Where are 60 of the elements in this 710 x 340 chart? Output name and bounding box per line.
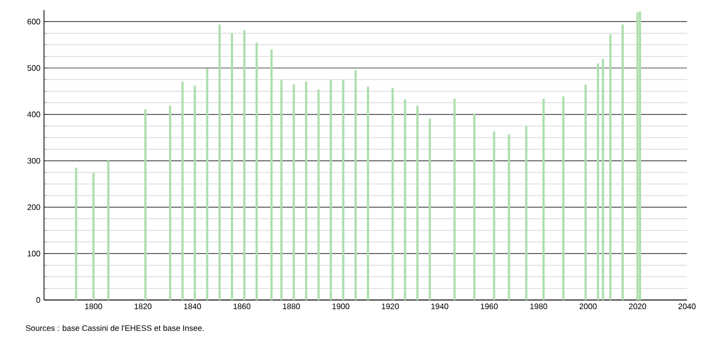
bar: [596, 63, 600, 300]
bar: [92, 172, 95, 300]
bar: [181, 81, 184, 300]
source-note: Sources : base Cassini de l'EHESS et base Insee.: [26, 325, 204, 331]
x-tick-label: 2040: [678, 304, 696, 310]
y-tick-label: 300: [27, 158, 40, 164]
bar: [542, 98, 545, 300]
y-tick-label: 600: [28, 18, 40, 24]
bar: [473, 113, 476, 300]
bar: [416, 106, 419, 300]
bar: [636, 12, 639, 300]
bar: [243, 30, 246, 300]
bar: [75, 168, 78, 300]
bar: [354, 70, 357, 300]
bar: [404, 100, 406, 300]
bar: [330, 80, 332, 300]
bar: [270, 49, 273, 300]
bar: [622, 24, 624, 300]
bar: [428, 118, 431, 300]
bar: [584, 84, 587, 300]
bar: [305, 81, 308, 300]
bar: [366, 86, 370, 300]
bar: [230, 34, 234, 300]
bar: [602, 59, 604, 300]
bar: [392, 88, 394, 300]
bar: [342, 80, 344, 300]
bar: [218, 24, 221, 300]
x-tick-label: 1840: [184, 304, 201, 310]
bar: [206, 68, 208, 300]
bar: [292, 84, 295, 300]
x-tick-label: 1800: [85, 304, 102, 310]
y-tick-label: 200: [28, 204, 40, 210]
x-tick-label: 1820: [134, 304, 152, 310]
bar: [280, 80, 283, 300]
bar: [609, 34, 612, 300]
x-tick-label: 1980: [530, 304, 548, 310]
x-tick-label: 2020: [629, 304, 646, 310]
bar: [525, 126, 528, 300]
x-tick-label: 1960: [480, 304, 498, 310]
x-tick-label: 1880: [283, 304, 300, 310]
y-tick-label: 0: [36, 297, 40, 303]
x-tick-label: 1860: [234, 304, 250, 310]
y-tick-label: 100: [28, 250, 40, 256]
y-tick-label: 500: [27, 65, 40, 71]
bar: [256, 42, 258, 300]
bar: [492, 132, 496, 300]
bar: [107, 160, 110, 300]
x-tick-label: 2000: [580, 304, 597, 310]
bar: [562, 96, 564, 300]
x-tick-label: 1920: [382, 304, 399, 310]
bar: [169, 106, 172, 300]
bar: [638, 11, 642, 300]
bar: [508, 134, 510, 300]
y-tick-label: 400: [27, 112, 40, 118]
bar: [144, 109, 147, 300]
x-tick-label: 1900: [332, 304, 350, 310]
bar: [194, 86, 196, 300]
x-tick-label: 1940: [431, 304, 448, 310]
bar: [317, 89, 320, 300]
bar: [453, 98, 456, 300]
